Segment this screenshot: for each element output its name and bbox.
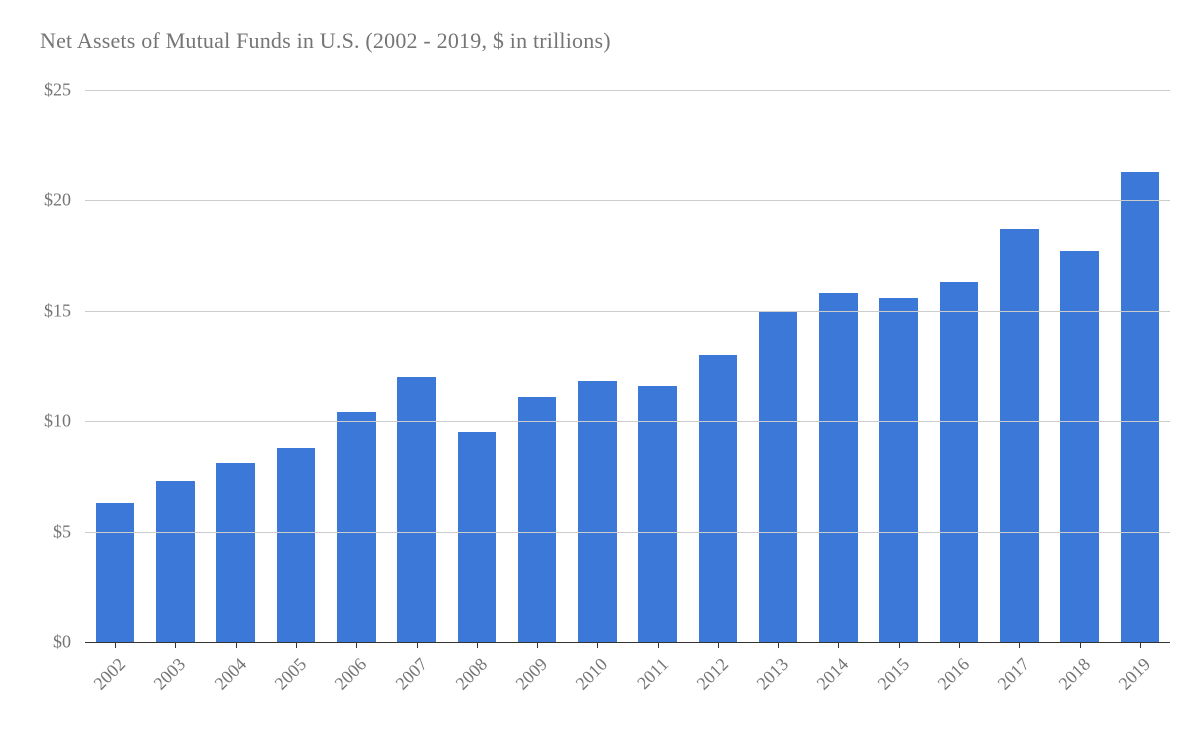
x-tick-label: 2017 xyxy=(984,654,1034,704)
y-tick-label: $10 xyxy=(44,411,71,432)
x-tick xyxy=(778,642,779,648)
y-tick-label: $5 xyxy=(53,521,71,542)
bar xyxy=(638,386,677,642)
x-tick xyxy=(959,642,960,648)
x-tick-label: 2008 xyxy=(441,654,491,704)
bar xyxy=(458,432,497,642)
x-tick-label: 2002 xyxy=(80,654,130,704)
bar xyxy=(699,355,738,642)
bar xyxy=(1000,229,1039,642)
gridline xyxy=(85,90,1170,91)
bar xyxy=(337,412,376,642)
x-tick xyxy=(477,642,478,648)
x-tick xyxy=(658,642,659,648)
x-tick-label: 2010 xyxy=(562,654,612,704)
x-tick xyxy=(899,642,900,648)
x-tick-label: 2004 xyxy=(200,654,250,704)
x-tick-label: 2014 xyxy=(803,654,853,704)
x-tick xyxy=(1080,642,1081,648)
x-tick xyxy=(597,642,598,648)
x-tick-label: 2003 xyxy=(140,654,190,704)
y-tick-label: $20 xyxy=(44,190,71,211)
x-tick-label: 2016 xyxy=(924,654,974,704)
x-tick-label: 2019 xyxy=(1105,654,1155,704)
bar xyxy=(96,503,135,642)
bar xyxy=(397,377,436,642)
bar xyxy=(819,293,858,642)
x-tick xyxy=(1140,642,1141,648)
bar xyxy=(940,282,979,642)
chart-title: Net Assets of Mutual Funds in U.S. (2002… xyxy=(40,28,611,54)
bar xyxy=(1121,172,1160,642)
x-tick xyxy=(115,642,116,648)
x-tick-label: 2018 xyxy=(1044,654,1094,704)
gridline xyxy=(85,311,1170,312)
bar xyxy=(759,311,798,642)
chart-container: Net Assets of Mutual Funds in U.S. (2002… xyxy=(0,0,1200,742)
x-tick xyxy=(417,642,418,648)
bar xyxy=(156,481,195,642)
x-tick xyxy=(1019,642,1020,648)
bars-layer xyxy=(85,90,1170,642)
y-tick-label: $15 xyxy=(44,300,71,321)
x-tick-label: 2009 xyxy=(502,654,552,704)
x-tick-label: 2007 xyxy=(381,654,431,704)
gridline xyxy=(85,421,1170,422)
x-tick xyxy=(296,642,297,648)
bar xyxy=(277,448,316,642)
x-tick-label: 2012 xyxy=(683,654,733,704)
bar xyxy=(1060,251,1099,642)
x-tick-label: 2005 xyxy=(261,654,311,704)
x-tick xyxy=(356,642,357,648)
x-tick xyxy=(838,642,839,648)
x-tick xyxy=(718,642,719,648)
x-tick xyxy=(236,642,237,648)
x-tick xyxy=(537,642,538,648)
x-tick-label: 2006 xyxy=(321,654,371,704)
gridline xyxy=(85,532,1170,533)
x-tick xyxy=(175,642,176,648)
x-tick-label: 2013 xyxy=(743,654,793,704)
gridline xyxy=(85,200,1170,201)
x-axis-labels: 2002200320042005200620072008200920102011… xyxy=(85,642,1170,722)
y-tick-label: $0 xyxy=(53,632,71,653)
x-tick-label: 2011 xyxy=(622,654,672,704)
y-tick-label: $25 xyxy=(44,80,71,101)
x-tick-label: 2015 xyxy=(863,654,913,704)
bar xyxy=(879,298,918,642)
bar xyxy=(216,463,255,642)
plot-area: $0$5$10$15$20$25 xyxy=(85,90,1170,642)
bar xyxy=(518,397,557,642)
